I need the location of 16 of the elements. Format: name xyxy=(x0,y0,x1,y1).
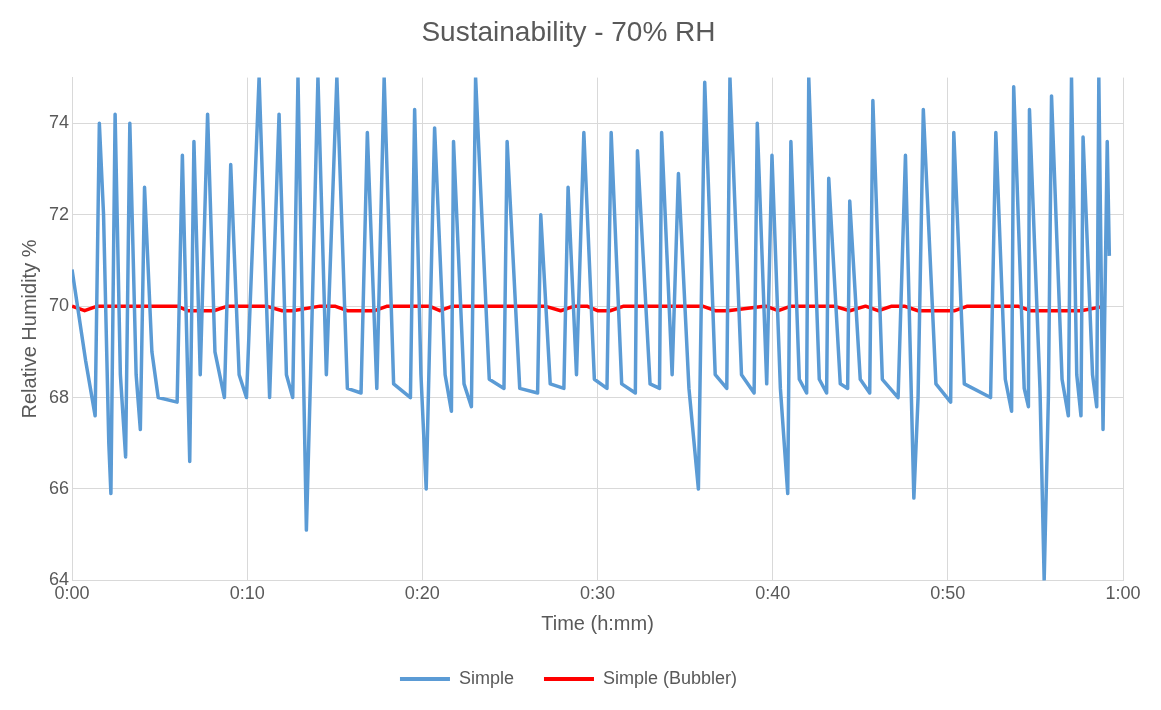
y-tick-label: 66 xyxy=(48,477,70,498)
y-tick-label: 70 xyxy=(48,295,70,316)
y-tick-label: 72 xyxy=(48,203,70,224)
y-tick-label: 74 xyxy=(48,112,70,133)
legend-label: Simple xyxy=(458,667,514,688)
x-tick-label: 0:10 xyxy=(229,583,265,604)
y-tick-label: 68 xyxy=(48,386,70,407)
x-tick-label: 0:20 xyxy=(404,583,440,604)
x-tick-label: 0:30 xyxy=(579,583,616,604)
x-tick-label: 0:50 xyxy=(930,583,966,604)
x-axis-title: Time (h:mm) xyxy=(541,611,654,634)
y-axis-title: Relative Humidity % xyxy=(17,239,40,419)
x-tick-label: 0:40 xyxy=(755,583,791,604)
chart-title: Sustainability - 70% RH xyxy=(421,15,716,47)
x-tick-label: 1:00 xyxy=(1105,583,1141,604)
legend-label: Simple (Bubbler) xyxy=(602,667,738,688)
